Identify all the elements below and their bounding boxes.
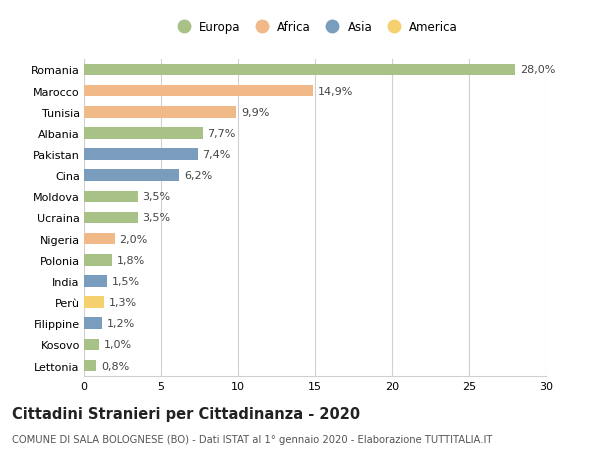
Text: Cittadini Stranieri per Cittadinanza - 2020: Cittadini Stranieri per Cittadinanza - 2… [12,406,360,421]
Bar [84,170,179,182]
Text: 3,5%: 3,5% [143,213,170,223]
Legend: Europa, Africa, Asia, America: Europa, Africa, Asia, America [172,21,458,34]
Bar [84,318,103,330]
Text: 7,7%: 7,7% [207,129,236,139]
Bar [84,85,313,97]
Text: 2,0%: 2,0% [119,234,148,244]
Text: 1,8%: 1,8% [116,255,145,265]
Text: 1,2%: 1,2% [107,319,136,329]
Bar [84,212,138,224]
Text: 1,3%: 1,3% [109,297,137,308]
Text: 6,2%: 6,2% [184,171,212,181]
Bar [84,64,515,76]
Text: 1,5%: 1,5% [112,276,140,286]
Bar [84,360,97,372]
Bar [84,297,104,308]
Text: 7,4%: 7,4% [203,150,231,160]
Bar [84,106,236,118]
Text: 28,0%: 28,0% [520,65,555,75]
Bar [84,275,107,287]
Text: 0,8%: 0,8% [101,361,129,371]
Text: 1,0%: 1,0% [104,340,132,350]
Text: 3,5%: 3,5% [143,192,170,202]
Text: 9,9%: 9,9% [241,107,269,118]
Text: COMUNE DI SALA BOLOGNESE (BO) - Dati ISTAT al 1° gennaio 2020 - Elaborazione TUT: COMUNE DI SALA BOLOGNESE (BO) - Dati IST… [12,434,493,444]
Bar [84,128,203,140]
Bar [84,191,138,203]
Bar [84,339,100,351]
Bar [84,254,112,266]
Bar [84,233,115,245]
Bar [84,149,198,161]
Text: 14,9%: 14,9% [318,86,353,96]
